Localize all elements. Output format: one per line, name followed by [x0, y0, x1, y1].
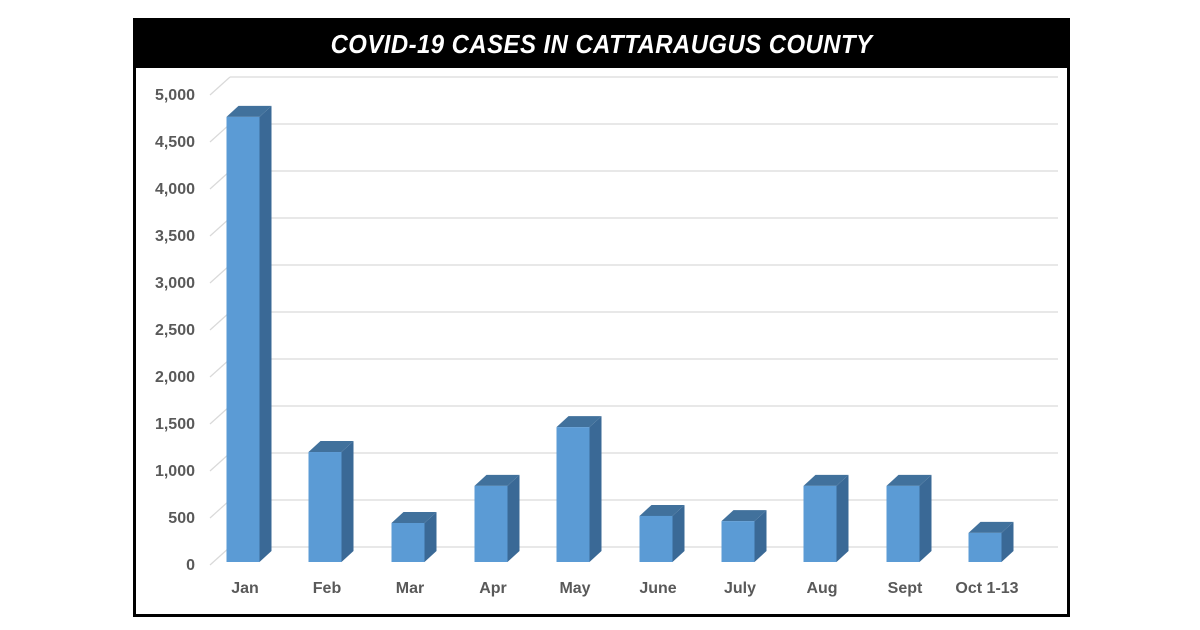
bar-side: [589, 416, 602, 562]
bar-front: [226, 116, 260, 562]
y-tick-label: 1,500: [155, 416, 195, 433]
bar-side: [259, 105, 272, 562]
bar-top: [556, 416, 602, 428]
gridlines: [209, 76, 1058, 566]
bar-top: [803, 474, 849, 486]
bar-top: [391, 511, 437, 523]
gridline-side: [209, 76, 231, 96]
bar-feb: [308, 441, 354, 562]
chart-plot: 0 500 1,000 1,500 2,000 2,500 3,000 3,500 4,000 4…: [155, 76, 1058, 597]
bar-side: [341, 441, 354, 562]
bar-top: [968, 521, 1014, 533]
bar-top: [639, 504, 685, 516]
chart-title: COVID-19 CASES IN CATTARAUGUS COUNTY: [330, 29, 873, 59]
y-tick-label: 1,000: [155, 463, 195, 480]
x-tick-label: Apr: [479, 580, 507, 597]
x-tick-label: July: [724, 580, 756, 597]
bar-mar: [391, 511, 437, 562]
bar-front: [639, 515, 673, 562]
chart-frame: 0 500 1,000 1,500 2,000 2,500 3,000 3,500 4,000 4…: [133, 18, 1070, 617]
bar-side: [507, 474, 520, 562]
y-tick-label: 4,000: [155, 181, 195, 198]
bar-top: [721, 510, 767, 522]
x-tick-label: Sept: [888, 580, 923, 597]
bar-june: [639, 504, 685, 562]
bar-front: [308, 452, 342, 562]
bar-side: [754, 510, 767, 562]
bar-aug: [803, 474, 849, 562]
bar-jan: [226, 105, 272, 562]
y-tick-label: 3,000: [155, 275, 195, 292]
bar-oct-1-13: [968, 521, 1014, 562]
bar-front: [391, 522, 425, 562]
bar-sept: [886, 474, 932, 562]
y-tick-label: 2,000: [155, 369, 195, 386]
bar-front: [886, 485, 920, 562]
x-axis-ticks: Jan Feb Mar Apr May June July Aug Sept Oct 1-13: [231, 580, 1018, 597]
bar-top: [886, 474, 932, 486]
bar-top: [226, 105, 272, 117]
x-tick-label: Aug: [806, 580, 837, 597]
bar-side: [836, 474, 849, 562]
x-tick-label: Mar: [396, 580, 424, 597]
y-tick-label: 4,500: [155, 134, 195, 151]
bar-may: [556, 416, 602, 562]
bar-side: [424, 511, 437, 562]
bar-top: [308, 441, 354, 453]
title-bar: COVID-19 CASES IN CATTARAUGUS COUNTY: [136, 21, 1067, 68]
bar-side: [919, 474, 932, 562]
x-tick-label: Feb: [313, 580, 342, 597]
bar-top: [474, 474, 520, 486]
bar-apr: [474, 474, 520, 562]
y-tick-label: 3,500: [155, 228, 195, 245]
bar-side: [672, 504, 685, 562]
bar-front: [556, 427, 590, 562]
bars: [226, 105, 1014, 562]
y-tick-label: 0: [186, 557, 195, 574]
bar-july: [721, 510, 767, 562]
y-tick-label: 5,000: [155, 87, 195, 104]
x-tick-label: Jan: [231, 580, 259, 597]
bar-front: [803, 485, 837, 562]
x-tick-label: Oct 1-13: [955, 580, 1018, 597]
bar-front: [721, 521, 755, 562]
y-axis-ticks: 0 500 1,000 1,500 2,000 2,500 3,000 3,500 4,000 4…: [155, 87, 195, 574]
y-tick-label: 2,500: [155, 322, 195, 339]
bar-front: [968, 532, 1002, 562]
x-tick-label: May: [559, 580, 590, 597]
x-tick-label: June: [639, 580, 676, 597]
bar-front: [474, 485, 508, 562]
y-tick-label: 500: [168, 510, 195, 527]
bar-side: [1001, 521, 1014, 562]
